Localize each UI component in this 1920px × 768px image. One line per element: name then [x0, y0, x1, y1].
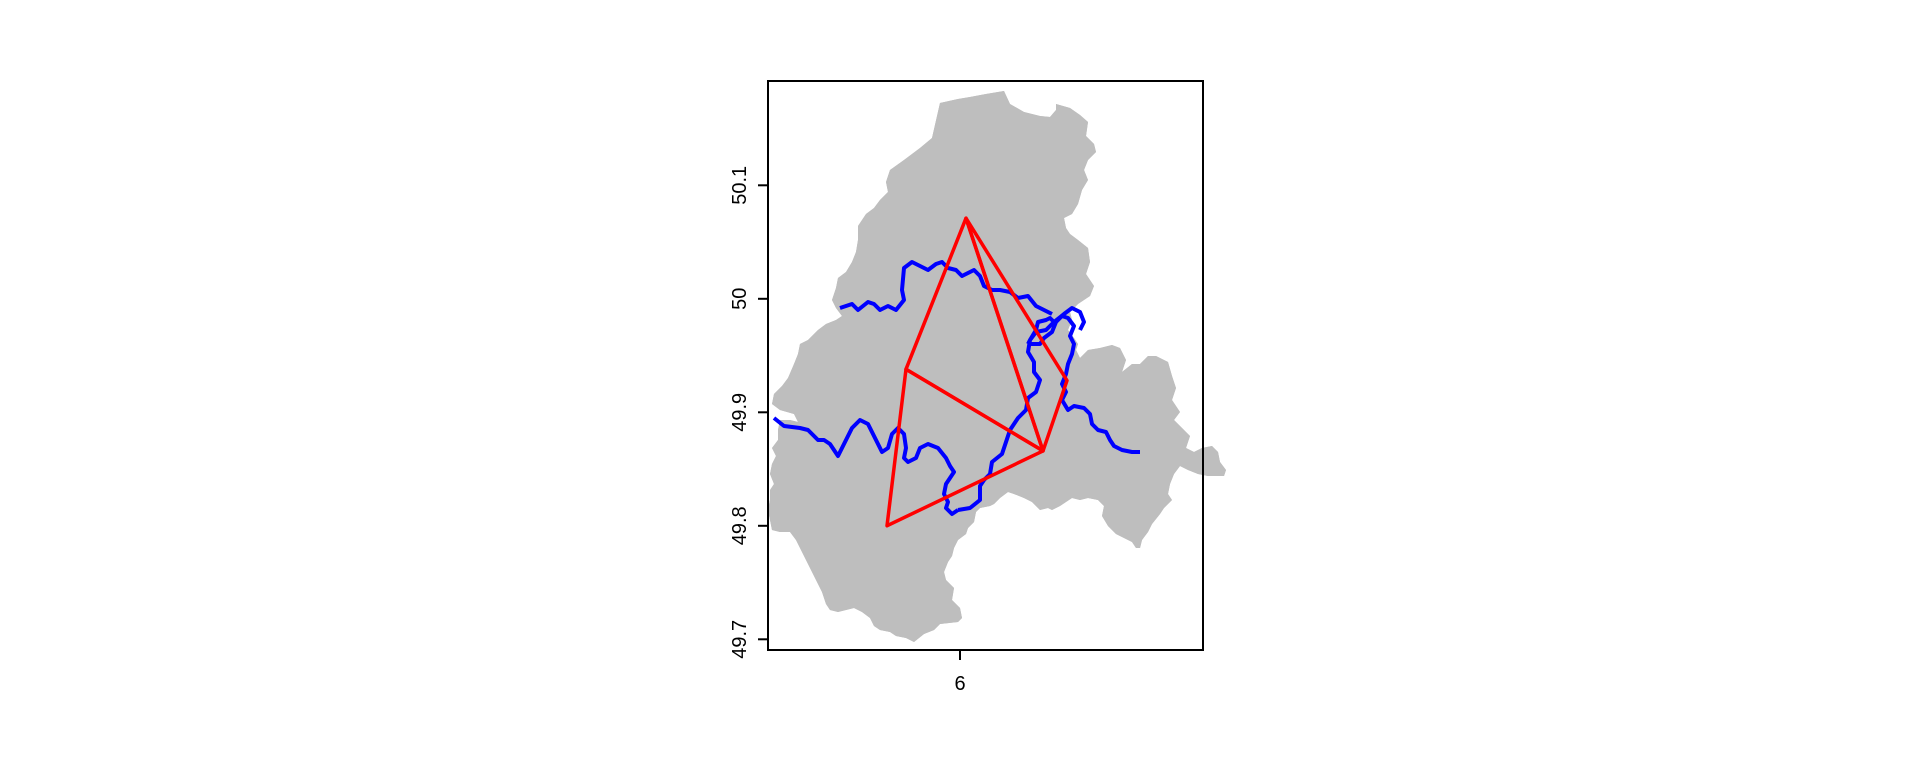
plot-border: [767, 80, 1204, 651]
internal-boundary-northeast: [1052, 306, 1086, 331]
y-tick-label: 50: [729, 288, 751, 310]
triangle-3: [885, 367, 1045, 528]
y-axis: 49.7 49.8 49.9 50 50.1: [729, 166, 768, 659]
y-tick-label: 49.9: [729, 393, 751, 432]
triangle-2: [964, 216, 1069, 453]
y-tick-label: 49.7: [729, 620, 751, 659]
x-tick-label: 6: [954, 673, 965, 695]
region-outer-boundary: [766, 89, 1228, 644]
triangulation-layer: [885, 216, 1069, 528]
map-plot-area: [766, 89, 1228, 644]
y-tick-label: 49.8: [729, 506, 751, 545]
y-tick-label: 50.1: [729, 166, 751, 205]
plot-frame: [767, 80, 1204, 651]
x-axis: 6: [954, 650, 966, 695]
